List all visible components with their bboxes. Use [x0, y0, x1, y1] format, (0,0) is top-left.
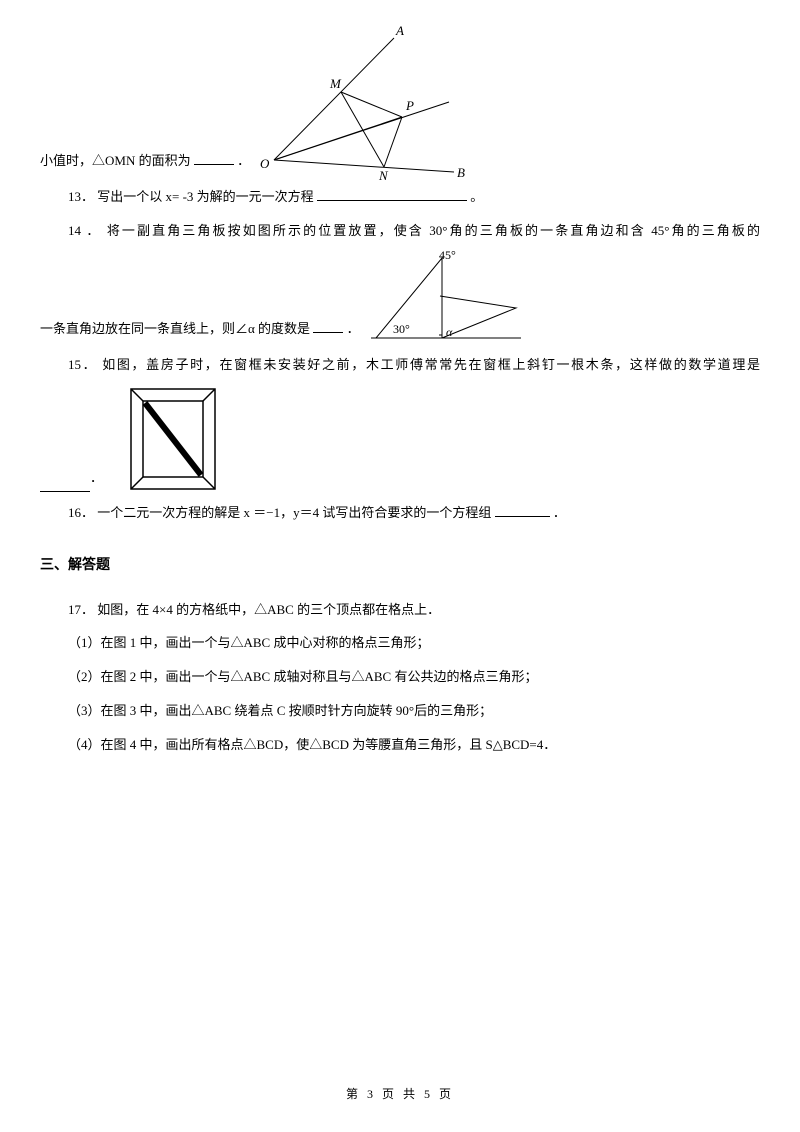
q15-text: 如图，盖房子时，在窗框未安装好之前，木工师傅常常先在窗框上斜钉一根木条，这样做的… — [102, 357, 760, 372]
footer-e: 5 — [424, 1087, 433, 1101]
q16-blank — [495, 516, 550, 517]
svg-text:A: A — [395, 23, 404, 38]
q17-s2: （2）在图 2 中，画出一个与△ABC 成轴对称且与△ABC 有公共边的格点三角… — [40, 660, 760, 694]
section3-title: 三、解答题 — [40, 548, 760, 584]
q14-num: 14 ． — [68, 223, 101, 238]
q13-text: 写出一个以 x= -3 为解的一元一次方程 — [97, 189, 313, 204]
q17-num: 17． — [68, 602, 94, 617]
q15-num: 15． — [68, 357, 97, 372]
q14-line2: 一条直角边放在同一条直线上，则∠α 的度数是 ． 45° 30° α — [40, 248, 760, 348]
page-footer: 第 3 页 共 5 页 — [0, 1079, 800, 1110]
q15-fig-row: ． — [40, 381, 760, 496]
q12-blank — [194, 164, 234, 165]
q17-s3: （3）在图 3 中，画出△ABC 绕着点 C 按顺时针方向旋转 90°后的三角形… — [40, 694, 760, 728]
svg-text:P: P — [405, 98, 414, 113]
svg-text:B: B — [457, 165, 465, 180]
q17-stem: 17． 如图，在 4×4 的方格纸中，△ABC 的三个顶点都在格点上． — [40, 593, 760, 627]
q15-figure — [123, 381, 223, 496]
svg-text:α: α — [446, 325, 453, 339]
q13-blank — [317, 200, 467, 201]
footer-f: 页 — [439, 1087, 454, 1101]
q14-figure: 45° 30° α — [366, 248, 526, 348]
footer-c: 页 — [382, 1087, 397, 1101]
q14-line1: 14 ． 将一副直角三角板按如图所示的位置放置，使含 30°角的三角板的一条直角… — [40, 214, 760, 248]
footer-d: 共 — [403, 1087, 418, 1101]
q13-num: 13． — [68, 189, 94, 204]
q12-tail: 小值时，△OMN 的面积为 — [40, 153, 191, 168]
q12-period: ． — [237, 153, 250, 168]
q15-period: ． — [90, 461, 103, 495]
q15-text-row: 15． 如图，盖房子时，在窗框未安装好之前，木工师傅常常先在窗框上斜钉一根木条，… — [40, 348, 760, 382]
svg-text:30°: 30° — [393, 322, 410, 336]
q17-s1: （1）在图 1 中，画出一个与△ABC 成中心对称的格点三角形； — [40, 626, 760, 660]
svg-text:M: M — [329, 76, 342, 91]
footer-b: 3 — [367, 1087, 376, 1101]
q13: 13． 写出一个以 x= -3 为解的一元一次方程 。 — [40, 180, 760, 214]
q16-text: 一个二元一次方程的解是 x ＝−1，y＝4 试写出符合要求的一个方程组 — [97, 505, 491, 520]
q14-period: ． — [347, 321, 360, 336]
q17-s4: （4）在图 4 中，画出所有格点△BCD，使△BCD 为等腰直角三角形，且 S△… — [40, 728, 760, 762]
q12-row: 小值时，△OMN 的面积为 ． A M P O N B — [40, 20, 760, 180]
q14-blank — [313, 332, 343, 333]
q16-period: ． — [553, 505, 566, 520]
q14-text1: 将一副直角三角板按如图所示的位置放置，使含 30°角的三角板的一条直角边和含 4… — [107, 223, 760, 238]
q13-end: 。 — [470, 189, 483, 204]
q12-figure: A M P O N B — [254, 20, 469, 180]
q16-num: 16． — [68, 505, 94, 520]
q14-text2: 一条直角边放在同一条直线上，则∠α 的度数是 — [40, 321, 310, 336]
svg-text:O: O — [260, 156, 270, 171]
q15-blank — [40, 491, 90, 492]
q16: 16． 一个二元一次方程的解是 x ＝−1，y＝4 试写出符合要求的一个方程组 … — [40, 496, 760, 530]
footer-a: 第 — [346, 1087, 361, 1101]
q17-text: 如图，在 4×4 的方格纸中，△ABC 的三个顶点都在格点上． — [97, 602, 440, 617]
svg-text:45°: 45° — [439, 248, 456, 262]
svg-text:N: N — [378, 168, 389, 180]
